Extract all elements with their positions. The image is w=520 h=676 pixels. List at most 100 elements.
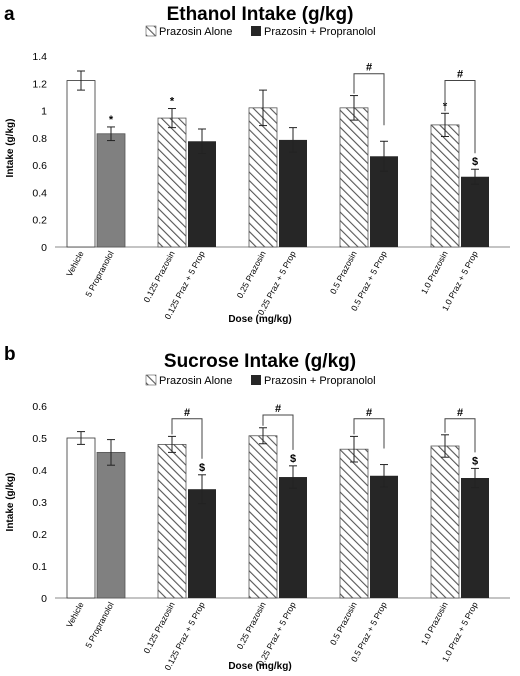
bar-0-125-prazosin — [157, 443, 187, 599]
comparison-bracket — [262, 414, 294, 450]
plot-area-ethanol: 0 0.2 0.4 0.6 0.8 1 1.2 1.4 Vehicle * 5 Propranolo… — [32, 51, 510, 321]
y-axis-title-ethanol: Intake (g/kg) — [5, 119, 16, 178]
error-bar-0-125-praz-5-prop — [198, 128, 206, 155]
error-bar-0-5-prazosin — [350, 435, 358, 463]
y-tick-label: 0.4 — [32, 187, 47, 199]
category-label-0-125-prazosin: 0.125 Prazosin — [141, 600, 177, 655]
panel-letter-b: b — [4, 344, 16, 365]
comparison-bracket — [353, 73, 385, 126]
error-bar-0-125-prazosin — [168, 108, 176, 129]
comparison-bracket-label: # — [275, 403, 281, 415]
y-tick-label: 0.2 — [32, 529, 47, 541]
bar-1-0-prazosin — [430, 445, 460, 599]
significance-marker-0-125-praz-5-prop: $ — [199, 462, 205, 474]
comparison-bracket-label: # — [366, 62, 372, 74]
error-bar-5-propranolol — [107, 126, 115, 142]
comparison-bracket-label: # — [457, 69, 463, 81]
bar-vehicle — [66, 437, 96, 599]
bar-5-propranolol — [96, 451, 126, 599]
error-bar-0-25-prazosin — [259, 427, 267, 445]
error-bar-1-0-prazosin — [441, 434, 449, 458]
error-bar-0-25-praz-5-prop — [289, 465, 297, 489]
y-tick-label: 0.2 — [32, 215, 47, 227]
legend-swatch-prazosin-alone — [145, 25, 157, 37]
comparison-bracket-label: # — [457, 407, 463, 419]
bar-0-125-praz-5-prop — [188, 489, 216, 598]
bar-0-5-praz-5-prop — [370, 475, 398, 598]
y-tick-label: 0.1 — [32, 561, 47, 573]
x-axis-title-ethanol: Dose (mg/kg) — [228, 314, 291, 325]
bar-0-125-prazosin — [157, 117, 187, 248]
bar-0-125-praz-5-prop — [188, 141, 216, 247]
category-label-vehicle: Vehicle — [64, 249, 86, 278]
category-label-0-25-prazosin: 0.25 Prazosin — [235, 600, 268, 651]
error-bar-0-5-praz-5-prop — [380, 140, 388, 172]
x-axis-title-sucrose: Dose (mg/kg) — [228, 661, 291, 672]
y-tick-label: 0 — [41, 242, 47, 254]
y-tick-label: 1 — [41, 106, 47, 118]
comparison-bracket — [353, 418, 385, 449]
bar-1-0-praz-5-prop — [461, 176, 489, 247]
category-label-0-5-prazosin: 0.5 Prazosin — [328, 249, 359, 296]
bar-5-propranolol — [96, 133, 126, 248]
y-tick-label: 0.6 — [32, 401, 47, 413]
bar-0-5-prazosin — [339, 107, 369, 248]
error-bar-1-0-praz-5-prop — [471, 168, 479, 185]
legend-label-prazosin-propranolol: Prazosin + Propranolol — [264, 375, 376, 387]
comparison-bracket — [444, 418, 476, 453]
bar-0-25-prazosin — [248, 107, 278, 248]
category-label-0-5-prazosin: 0.5 Prazosin — [328, 600, 359, 647]
bar-0-25-praz-5-prop — [279, 139, 307, 247]
chart-title-sucrose: Sucrose Intake (g/kg) — [164, 351, 356, 372]
y-tick-label: 0.6 — [32, 160, 47, 172]
legend-label-prazosin-alone: Prazosin Alone — [159, 375, 232, 387]
bar-1-0-praz-5-prop — [461, 478, 489, 598]
error-bar-vehicle — [77, 431, 85, 445]
significance-marker-5-propranolol: * — [109, 114, 114, 126]
y-tick-label: 0.5 — [32, 433, 47, 445]
chart-title-ethanol: Ethanol Intake (g/kg) — [167, 4, 354, 25]
comparison-bracket-label: # — [184, 407, 190, 419]
category-label-1-0-prazosin: 1.0 Prazosin — [419, 249, 450, 296]
comparison-bracket — [171, 418, 203, 459]
y-tick-label: 0.4 — [32, 465, 47, 477]
y-tick-label: 1.2 — [32, 78, 47, 90]
bar-0-5-prazosin — [339, 448, 369, 599]
significance-marker-1-0-praz-5-prop: $ — [472, 455, 478, 467]
legend-swatch-prazosin-propranolol — [251, 375, 261, 385]
category-label-0-25-prazosin: 0.25 Prazosin — [235, 249, 268, 300]
y-tick-label: 0 — [41, 593, 47, 605]
error-bar-vehicle — [77, 70, 85, 91]
significance-marker-1-0-praz-5-prop: $ — [472, 156, 478, 168]
error-bar-5-propranolol — [107, 439, 115, 466]
panel-letter-a: a — [4, 4, 15, 25]
error-bar-0-25-praz-5-prop — [289, 127, 297, 153]
y-axis-title-sucrose: Intake (g/kg) — [5, 473, 16, 532]
category-label-5-propranolol: 5 Propranolol — [83, 600, 116, 649]
bar-0-25-prazosin — [248, 435, 278, 599]
category-label-1-0-prazosin: 1.0 Prazosin — [419, 600, 450, 647]
significance-marker-0-25-praz-5-prop: $ — [290, 453, 296, 465]
category-label-vehicle: Vehicle — [64, 600, 86, 629]
bar-vehicle — [66, 80, 96, 248]
error-bar-0-25-prazosin — [259, 89, 267, 127]
error-bar-0-5-praz-5-prop — [380, 464, 388, 488]
category-label-5-propranolol: 5 Propranolol — [83, 249, 116, 298]
error-bar-0-125-prazosin — [168, 435, 176, 453]
y-tick-label: 0.8 — [32, 133, 47, 145]
error-bar-0-125-praz-5-prop — [198, 474, 206, 505]
bar-0-25-praz-5-prop — [279, 477, 307, 598]
y-tick-label: 1.4 — [32, 51, 47, 63]
legend-label-prazosin-alone: Prazosin Alone — [159, 26, 232, 38]
category-label-0-125-prazosin: 0.125 Prazosin — [141, 249, 177, 304]
bar-1-0-prazosin — [430, 124, 460, 248]
error-bar-0-5-prazosin — [350, 95, 358, 121]
comparison-bracket-label: # — [366, 407, 372, 419]
legend-label-prazosin-propranolol: Prazosin + Propranolol — [264, 26, 376, 38]
comparison-bracket — [444, 80, 476, 154]
error-bar-1-0-prazosin — [441, 112, 449, 137]
significance-marker-0-125-prazosin: * — [170, 96, 175, 108]
legend-swatch-prazosin-propranolol — [251, 26, 261, 36]
